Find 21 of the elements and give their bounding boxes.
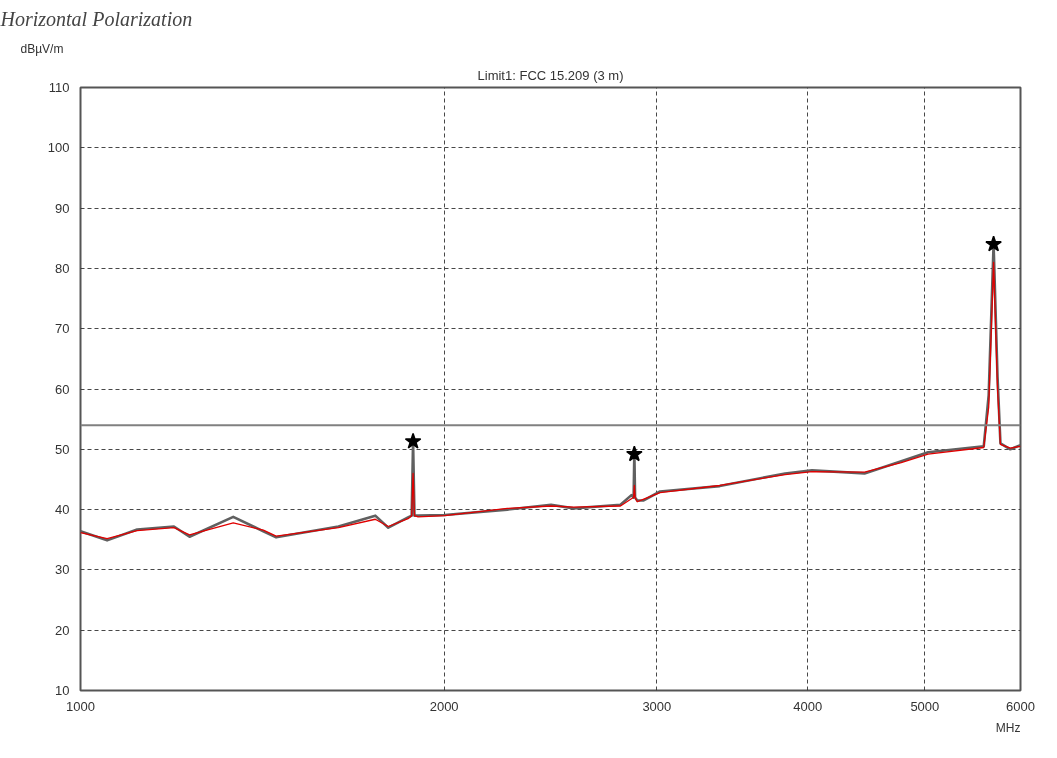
chart-subtitle: Limit1: FCC 15.209 (3 m) bbox=[477, 67, 624, 83]
y-tick-label: 70 bbox=[55, 321, 70, 337]
y-tick-label: 100 bbox=[47, 140, 70, 156]
x-tick-label: 3000 bbox=[642, 698, 672, 714]
x-tick-label: 2000 bbox=[429, 698, 459, 714]
y-axis-title: dBµV/m bbox=[20, 41, 64, 56]
y-tick-label: 110 bbox=[48, 80, 70, 95]
x-tick-label: 6000 bbox=[1006, 698, 1035, 714]
y-tick-label: 90 bbox=[55, 200, 70, 216]
y-tick-label: 50 bbox=[55, 441, 70, 457]
y-tick-label: 40 bbox=[55, 502, 70, 518]
y-tick-label: 10 bbox=[55, 683, 70, 698]
y-tick-label: 20 bbox=[55, 622, 70, 638]
x-axis-title: MHz bbox=[995, 720, 1021, 735]
y-tick-label: 60 bbox=[55, 381, 70, 397]
x-tick-label: 5000 bbox=[910, 698, 940, 714]
chart-title: Horizontal Polarization bbox=[0, 7, 193, 30]
x-tick-label: 4000 bbox=[793, 698, 823, 714]
x-tick-label: 1000 bbox=[66, 698, 95, 714]
y-tick-label: 30 bbox=[55, 562, 70, 578]
y-tick-label: 80 bbox=[55, 260, 70, 276]
